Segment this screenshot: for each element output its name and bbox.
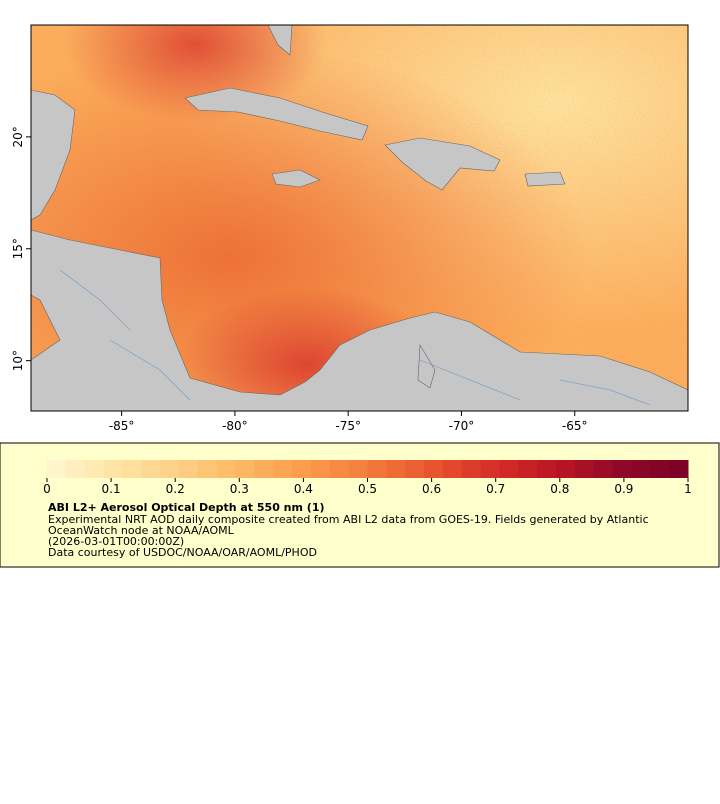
colorbar-tick-label: 0.6 — [422, 482, 441, 496]
y-tick-label: 10° — [11, 350, 25, 371]
colorbar-cell — [537, 460, 557, 478]
colorbar-cell — [348, 460, 368, 478]
colorbar-tick-label: 0.1 — [102, 482, 121, 496]
colorbar-cell — [518, 460, 538, 478]
colorbar-cell — [367, 460, 387, 478]
y-tick-label: 15° — [11, 238, 25, 259]
colorbar-cell — [273, 460, 293, 478]
colorbar-tick-label: 0.3 — [230, 482, 249, 496]
colorbar-cell — [103, 460, 123, 478]
legend-line: Experimental NRT AOD daily composite cre… — [48, 513, 649, 526]
colorbar-cell — [405, 460, 425, 478]
colorbar-cell — [631, 460, 651, 478]
colorbar-tick-label: 0.7 — [486, 482, 505, 496]
colorbar-cell — [461, 460, 482, 478]
colorbar-tick-label: 0.9 — [614, 482, 633, 496]
x-tick-label: -85° — [109, 419, 135, 433]
legend-line: OceanWatch node at NOAA/AOML — [48, 524, 235, 537]
colorbar-cell — [424, 460, 444, 478]
colorbar-tick-label: 0.8 — [550, 482, 569, 496]
colorbar-tick-label: 1 — [684, 482, 692, 496]
colorbar-cell — [216, 460, 237, 478]
colorbar-cell — [574, 460, 595, 478]
colorbar-cell — [141, 460, 161, 478]
colorbar-cell — [612, 460, 632, 478]
colorbar-cell — [669, 460, 689, 478]
colorbar-tick-label: 0.2 — [166, 482, 185, 496]
colorbar-cell — [650, 460, 670, 478]
x-tick-label: -65° — [562, 419, 588, 433]
map-field — [31, 25, 688, 411]
colorbar-cell — [593, 460, 614, 478]
colorbar-cell — [197, 460, 218, 478]
colorbar-cell — [386, 460, 406, 478]
colorbar-cell — [65, 460, 86, 478]
colorbar-tick-label: 0.5 — [358, 482, 377, 496]
colorbar-cell — [84, 460, 105, 478]
colorbar-cell — [499, 460, 519, 478]
colorbar-cell — [47, 460, 67, 478]
legend-line: (2026-03-01T00:00:00Z) — [48, 535, 184, 548]
colorbar-cell — [442, 460, 463, 478]
colorbar-cell — [480, 460, 500, 478]
legend-title: ABI L2+ Aerosol Optical Depth at 550 nm … — [48, 501, 325, 514]
x-tick-label: -70° — [449, 419, 475, 433]
colorbar-cell — [160, 460, 180, 478]
x-tick-label: -80° — [222, 419, 248, 433]
legend-line: Data courtesy of USDOC/NOAA/OAR/AOML/PHO… — [48, 546, 317, 559]
colorbar-cell — [178, 460, 199, 478]
colorbar-tick-label: 0 — [43, 482, 51, 496]
colorbar-cell — [329, 460, 350, 478]
x-tick-label: -75° — [335, 419, 361, 433]
colorbar-cell — [235, 460, 255, 478]
colorbar-cell — [292, 460, 312, 478]
colorbar-cell — [122, 460, 142, 478]
colorbar-cell — [254, 460, 274, 478]
map-frame — [30, 24, 689, 412]
colorbar-cell — [310, 460, 331, 478]
colorbar-cell — [556, 460, 576, 478]
y-tick-label: 20° — [11, 126, 25, 147]
colorbar-tick-label: 0.4 — [294, 482, 313, 496]
